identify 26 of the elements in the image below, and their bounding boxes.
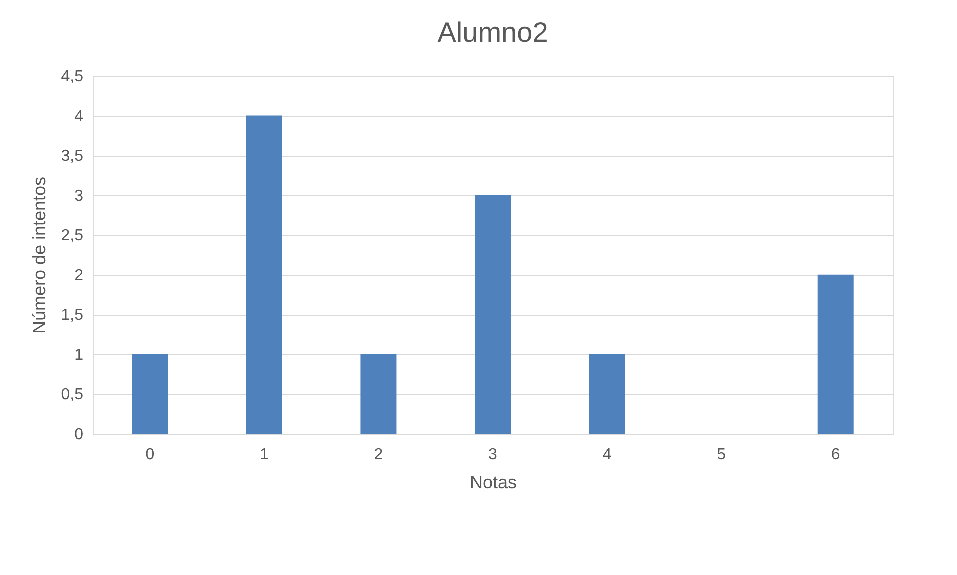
x-tick-label: 6 [831, 446, 840, 464]
x-tick-label: 2 [374, 446, 384, 464]
x-axis-title: Notas [470, 472, 518, 492]
x-tick-label: 5 [717, 446, 726, 464]
bar [246, 116, 282, 434]
bar [132, 354, 168, 434]
y-tick-label: 4 [74, 108, 84, 126]
x-tick-label: 1 [260, 446, 269, 464]
bar [360, 354, 397, 434]
x-tick-label: 4 [602, 446, 612, 464]
y-tick-label: 0 [74, 426, 84, 444]
chart-title: Alumno2 [438, 17, 548, 48]
y-tick-label: 2,5 [61, 228, 84, 245]
bar [475, 195, 511, 434]
y-tick-label: 1,5 [61, 307, 84, 324]
x-tick-label: 3 [488, 446, 498, 464]
y-tick-label: 0,5 [61, 386, 84, 404]
y-tick-label: 1 [74, 346, 84, 364]
y-tick-label: 3,5 [61, 148, 84, 166]
x-tick-label: 0 [146, 446, 155, 464]
bar [818, 274, 854, 434]
y-tick-label: 4,5 [61, 68, 84, 86]
y-tick-label: 3 [74, 188, 84, 205]
y-axis-title: Número de intentos [29, 176, 50, 334]
y-tick-label: 2 [74, 267, 84, 284]
bar [589, 354, 626, 434]
